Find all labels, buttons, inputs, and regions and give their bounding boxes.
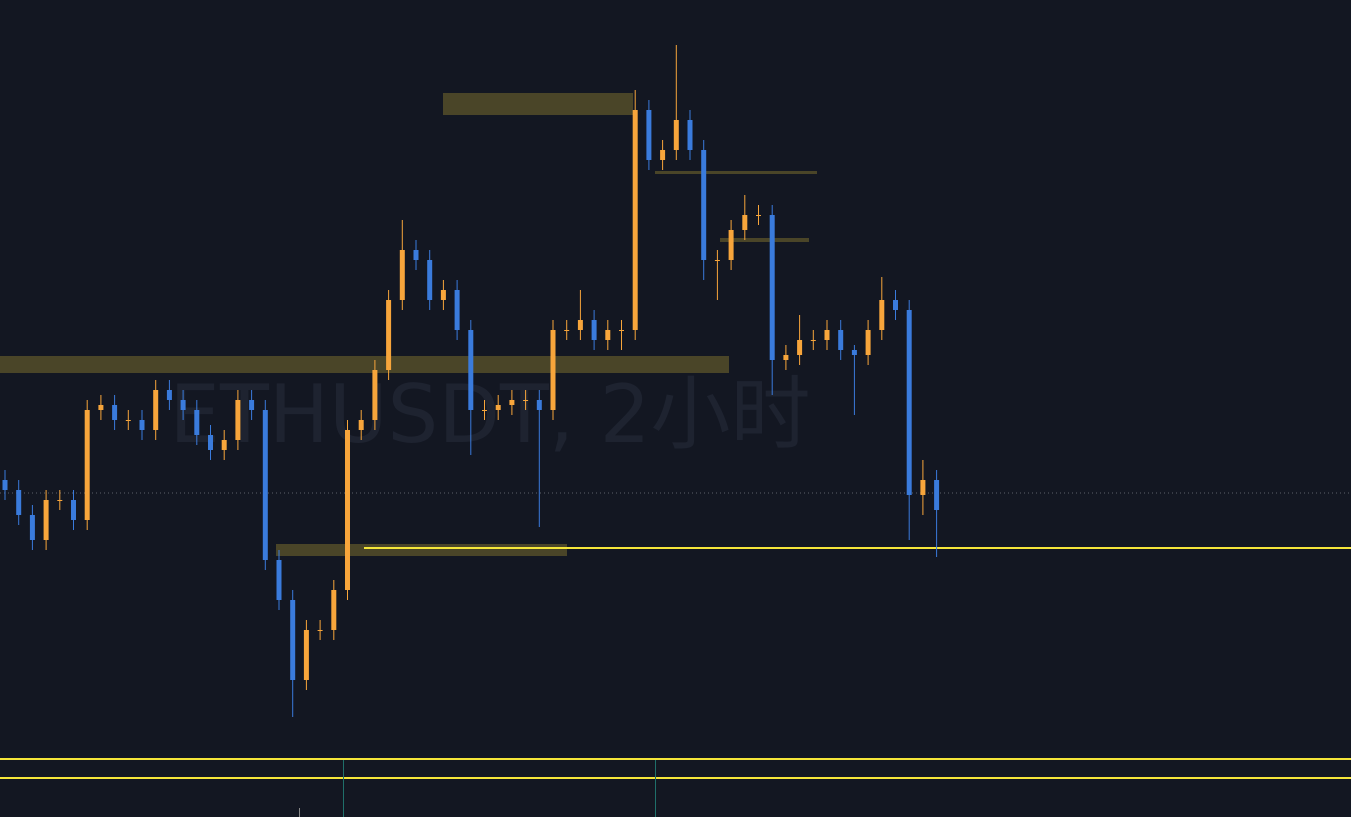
- candle-body: [57, 500, 63, 501]
- candles: [2, 45, 940, 717]
- candle-body: [523, 400, 529, 401]
- candle-body: [440, 290, 446, 300]
- candle-body: [43, 500, 49, 540]
- candle-body: [646, 110, 652, 160]
- candle-body: [345, 430, 350, 590]
- candle-body: [331, 590, 337, 630]
- candle-body: [194, 410, 200, 435]
- candle-body: [16, 490, 22, 515]
- candle-body: [591, 320, 597, 340]
- candle-body: [838, 330, 844, 350]
- candle-body: [317, 630, 323, 631]
- candle-body: [660, 150, 666, 160]
- candle-body: [509, 400, 515, 405]
- zone: [720, 238, 809, 242]
- zone: [655, 171, 817, 174]
- candle-body: [701, 150, 707, 260]
- candle-body: [851, 350, 857, 355]
- candle-body: [303, 630, 309, 680]
- candle-body: [262, 410, 268, 560]
- candle-body: [687, 120, 693, 150]
- candle-body: [605, 330, 611, 340]
- candle-body: [413, 250, 419, 260]
- candle-body: [810, 340, 816, 341]
- candle-body: [98, 405, 104, 410]
- candle-body: [276, 560, 282, 600]
- zone: [0, 356, 729, 373]
- candle-body: [427, 260, 433, 300]
- candle-body: [153, 390, 159, 430]
- candle-body: [139, 420, 145, 430]
- candle-body: [742, 215, 748, 230]
- candle-body: [824, 330, 830, 340]
- candle-body: [180, 400, 186, 410]
- candle-body: [125, 420, 131, 421]
- candle-body: [577, 320, 583, 330]
- candle-body: [454, 290, 460, 330]
- candle-body: [112, 405, 118, 420]
- candle-body: [920, 480, 926, 495]
- candle-body: [550, 330, 556, 410]
- candle-body: [673, 120, 679, 150]
- candle-body: [29, 515, 35, 540]
- candle-body: [235, 400, 241, 440]
- candle-body: [906, 310, 912, 495]
- candle-body: [386, 300, 392, 370]
- candle-body: [221, 440, 227, 450]
- candle-body: [358, 420, 364, 430]
- candle-body: [372, 370, 378, 420]
- candle-body: [166, 390, 172, 400]
- candle-body: [797, 340, 803, 355]
- candle-body: [893, 300, 898, 310]
- watermark: ETHUSDT, 2小时: [169, 368, 810, 461]
- zone: [276, 544, 567, 556]
- candle-body: [2, 480, 8, 490]
- candle-body: [769, 215, 775, 360]
- candle-body: [536, 400, 542, 410]
- candle-body: [619, 330, 624, 331]
- candle-body: [495, 405, 501, 410]
- candle-body: [756, 215, 761, 216]
- candle-body: [632, 110, 638, 330]
- candle-body: [84, 410, 90, 520]
- candle-body: [71, 500, 76, 520]
- candle-body: [879, 300, 885, 330]
- candle-body: [468, 330, 474, 410]
- candle-body: [249, 400, 255, 410]
- candle-body: [714, 260, 720, 261]
- zone: [443, 93, 633, 115]
- candle-body: [865, 330, 871, 355]
- candle-body: [783, 355, 789, 360]
- candle-body: [482, 410, 487, 411]
- candle-body: [290, 600, 296, 680]
- candle-body: [208, 435, 213, 450]
- candle-body: [934, 480, 940, 510]
- candle-body: [399, 250, 405, 300]
- candle-body: [728, 230, 734, 260]
- candle-body: [564, 330, 570, 331]
